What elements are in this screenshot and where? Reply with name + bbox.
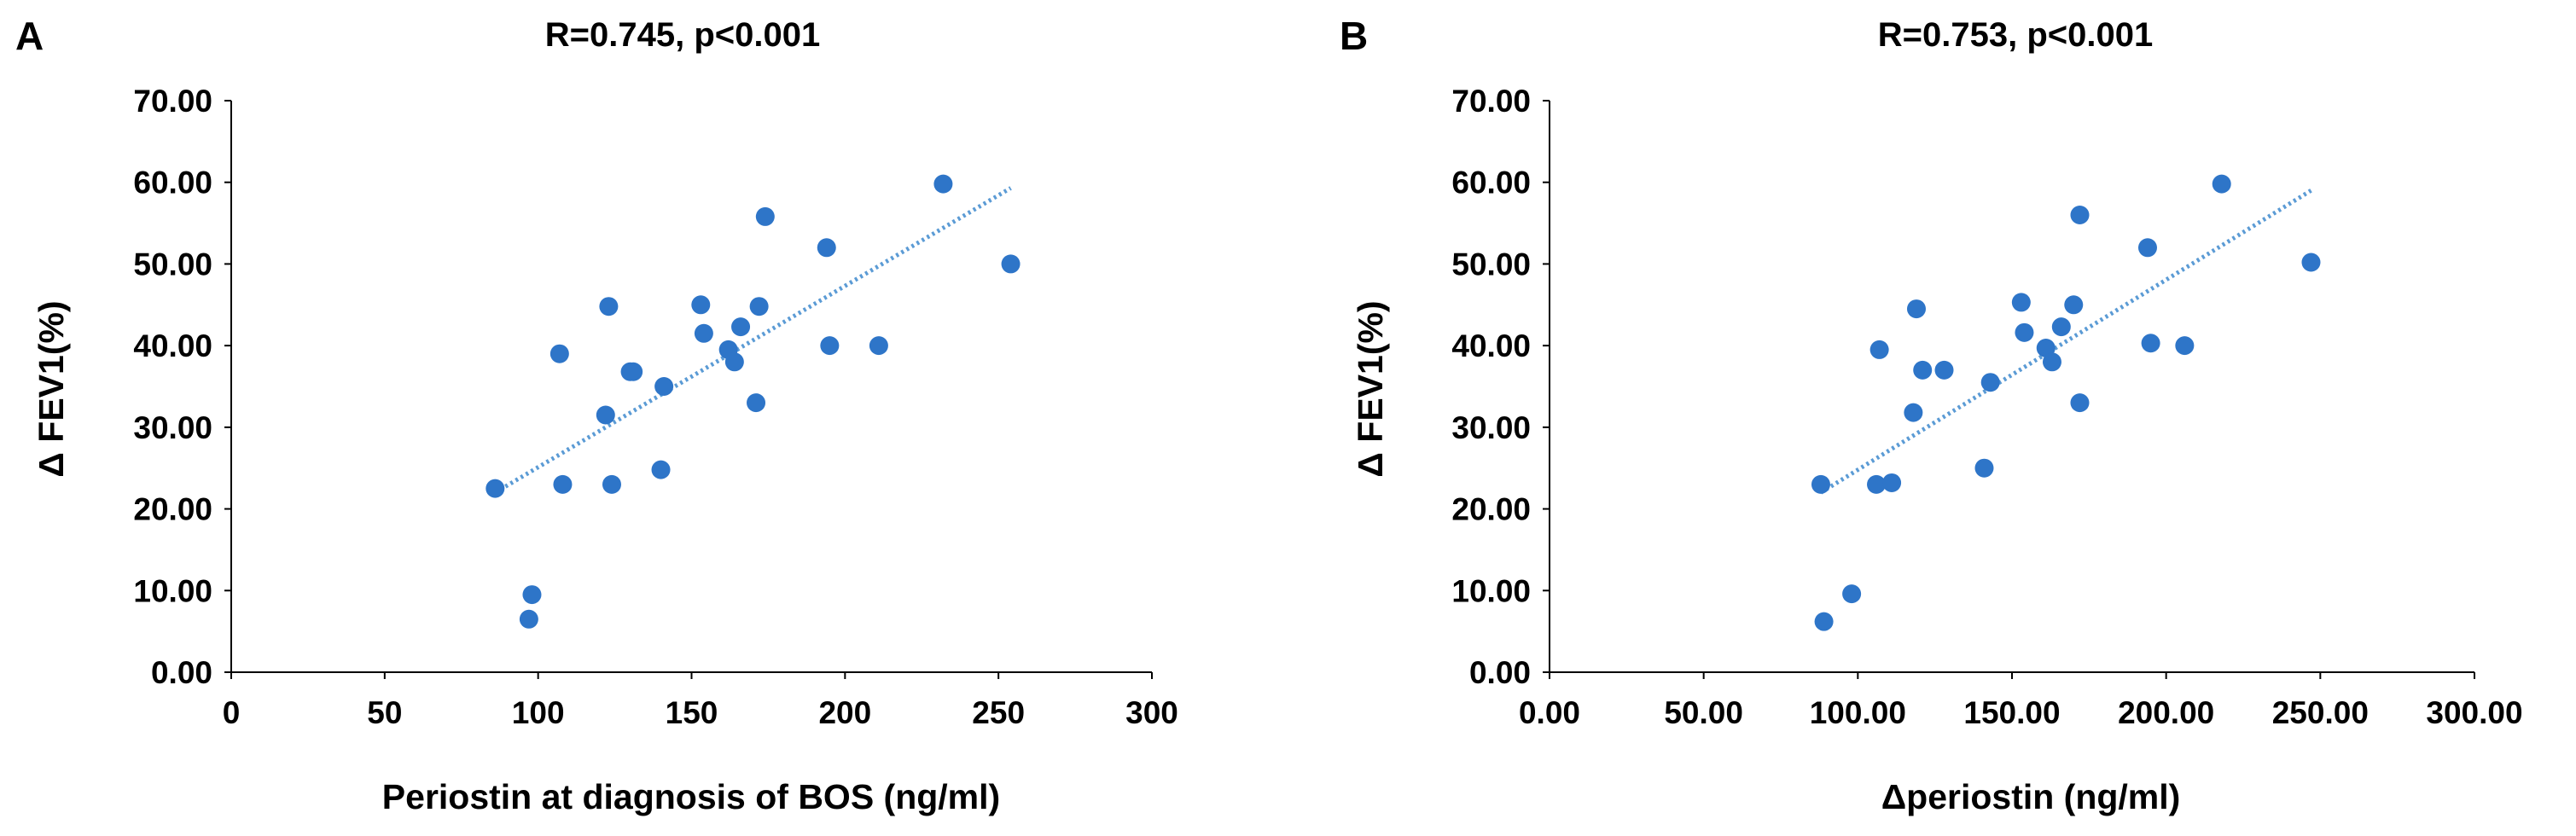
panel-b-data-point (1906, 299, 1926, 319)
panel-a-data-point (820, 336, 840, 356)
panel-a-y-tick-label: 10.00 (133, 573, 212, 608)
panel-b-y-tick-label: 10.00 (1451, 573, 1531, 608)
panel-b-data-point (1842, 584, 1862, 604)
panel-b-data-point (2015, 322, 2034, 342)
panel-a-data-point (486, 479, 505, 498)
panel-a-x-tick-label: 100 (512, 695, 565, 730)
panel-a-data-point (749, 297, 769, 316)
panel-a-data-point (724, 352, 744, 372)
panel-b-y-tick-label: 70.00 (1451, 84, 1531, 119)
panel-a: A R=0.745, p<0.001 0.00 10.00 20.00 30.00 40… (15, 14, 1178, 816)
panel-b-x-tick-label: 0.00 (1519, 695, 1580, 730)
panel-a-x-tick-label: 300 (1125, 695, 1178, 730)
panel-b-data-point (2137, 238, 2157, 258)
panel-a-x-tick-label: 250 (972, 695, 1025, 730)
panel-a-data-point (599, 297, 619, 316)
panel-b-x-ticks: 0.00 50.00 100.00 150.00 200.00 250.00 300.00 (1519, 672, 2523, 730)
panel-a-data-point (1001, 254, 1021, 274)
panel-b-letter: B (1340, 14, 1368, 58)
panel-a-y-tick-label: 60.00 (133, 165, 212, 200)
panel-b-data-point (1814, 612, 1834, 631)
panel-a-x-tick-label: 50 (367, 695, 402, 730)
panel-a-x-ticks: 0 50 100 150 200 250 300 (223, 672, 1178, 730)
panel-a-y-axis-label: Δ FEV1(%) (32, 300, 71, 477)
panel-a-y-tick-label: 70.00 (133, 84, 212, 119)
panel-b-data-point (2064, 295, 2084, 315)
panel-b-data-point (1882, 473, 1902, 492)
panel-b-y-tick-label: 60.00 (1451, 165, 1531, 200)
panel-a-y-ticks: 0.00 10.00 20.00 30.00 40.00 50.00 60.00 70.00 (133, 84, 231, 690)
panel-b-data-point (1934, 360, 1954, 380)
panel-b-data-point (2212, 174, 2231, 194)
panel-b-x-tick-label: 300.00 (2426, 695, 2522, 730)
panel-b-y-ticks: 0.00 10.00 20.00 30.00 40.00 50.00 60.00 70.00 (1451, 84, 1550, 690)
panel-b-x-axis-label: Δperiostin (ng/ml) (1881, 777, 2181, 816)
panel-a-data-point (522, 585, 542, 605)
panel-b-data-point (2051, 317, 2071, 337)
panel-b-y-tick-label: 50.00 (1451, 247, 1531, 282)
panel-b-x-tick-label: 200.00 (2118, 695, 2214, 730)
panel-a-data-point (933, 174, 953, 194)
panel-a-data-point (731, 317, 751, 337)
panel-b-data-point (1904, 403, 1923, 422)
panel-a-data-point (596, 405, 615, 425)
panel-b-data-point (2301, 253, 2321, 272)
panel-b-title: R=0.753, p<0.001 (1878, 16, 2153, 54)
panel-a-data-point (755, 206, 775, 226)
panel-a-data-point (654, 377, 674, 396)
panel-a-data-point (694, 323, 713, 343)
panel-b-data-point (1869, 340, 1889, 359)
panel-a-data-point (747, 393, 766, 413)
panel-b-data-point (2175, 336, 2195, 356)
panel-a-y-tick-label: 50.00 (133, 247, 212, 282)
panel-a-data-point (691, 295, 711, 315)
panel-b-data-point (1867, 474, 1887, 494)
panel-b-data-point (1811, 474, 1830, 494)
panel-b-y-tick-label: 40.00 (1451, 328, 1531, 363)
panel-b-data-point (2141, 334, 2160, 353)
panel-b-trendline (1819, 189, 2312, 495)
panel-a-x-axis-label: Periostin at diagnosis of BOS (ng/ml) (382, 777, 1000, 816)
panel-a-y-tick-label: 40.00 (133, 328, 212, 363)
panel-b-y-tick-label: 30.00 (1451, 410, 1531, 445)
panel-a-y-tick-label: 30.00 (133, 410, 212, 445)
panel-a-data-point (550, 344, 569, 363)
panel-a-points (486, 174, 1021, 629)
panel-a-x-tick-label: 0 (223, 695, 241, 730)
panel-b-y-axis-label: Δ FEV1(%) (1351, 300, 1390, 477)
panel-b-data-point (2011, 293, 2031, 312)
panel-b-y-tick-label: 0.00 (1469, 655, 1531, 690)
panel-b-data-point (1974, 458, 1994, 478)
panel-a-data-point (553, 474, 573, 494)
panel-b-x-tick-label: 100.00 (1810, 695, 1906, 730)
panel-b: B R=0.753, p<0.001 0.00 10.00 20.00 30.00 40… (1340, 14, 2523, 816)
panel-a-trendline (494, 186, 1012, 495)
panel-b-data-point (2070, 206, 2090, 224)
panel-b-x-tick-label: 50.00 (1664, 695, 1743, 730)
panel-a-letter: A (15, 14, 44, 58)
panel-b-x-tick-label: 150.00 (1963, 695, 2060, 730)
panel-a-x-tick-label: 200 (818, 695, 871, 730)
panel-b-data-point (2042, 352, 2061, 372)
panel-a-y-tick-label: 0.00 (151, 655, 212, 690)
panel-a-title: R=0.745, p<0.001 (545, 16, 820, 54)
panel-a-data-point (624, 362, 643, 381)
panel-a-data-point (651, 460, 671, 479)
panel-b-data-point (1980, 373, 2000, 392)
panel-b-points (1811, 174, 2321, 631)
panel-a-data-point (602, 474, 621, 494)
panel-a-data-point (519, 609, 538, 629)
panel-b-data-point (1913, 360, 1933, 380)
panel-b-x-tick-label: 250.00 (2272, 695, 2369, 730)
panel-b-y-tick-label: 20.00 (1451, 492, 1531, 527)
panel-a-y-tick-label: 20.00 (133, 492, 212, 527)
panel-a-x-tick-label: 150 (666, 695, 718, 730)
panel-a-data-point (817, 238, 836, 258)
panel-a-data-point (869, 336, 888, 356)
panel-b-data-point (2070, 393, 2090, 413)
